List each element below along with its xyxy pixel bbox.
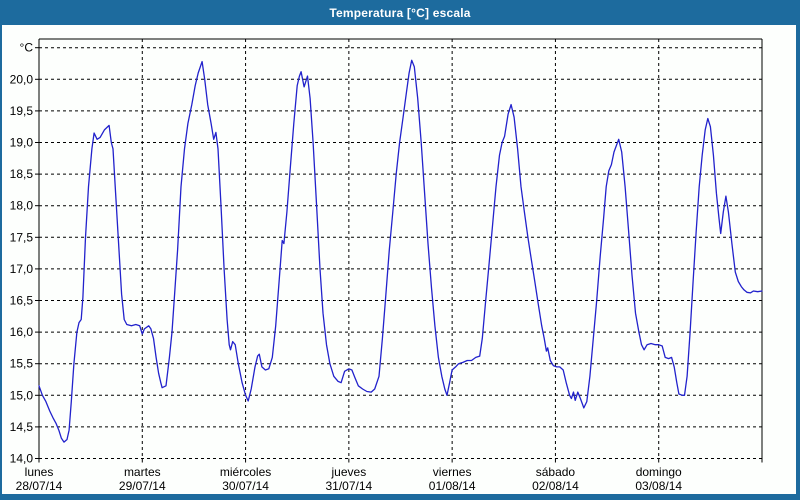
- y-tick-label: 14,0: [10, 452, 34, 466]
- y-tick-label: 19,0: [10, 136, 34, 150]
- y-axis-unit-label: °C: [20, 41, 34, 55]
- window-border-left: [0, 25, 2, 500]
- y-tick-label: 17,5: [10, 230, 34, 244]
- day-name-label: domingo: [636, 465, 682, 479]
- title-bar: Temperatura [°C] escala: [0, 0, 800, 25]
- day-name-label: jueves: [331, 465, 367, 479]
- day-name-label: viernes: [433, 465, 472, 479]
- day-date-label: 29/07/14: [119, 479, 166, 493]
- day-date-label: 28/07/14: [16, 479, 63, 493]
- window-border-right: [796, 25, 800, 500]
- day-name-label: miércoles: [220, 465, 271, 479]
- day-name-label: sábado: [536, 465, 576, 479]
- day-date-label: 30/07/14: [222, 479, 269, 493]
- y-tick-label: 18,5: [10, 167, 34, 181]
- y-tick-label: 20,0: [10, 72, 34, 86]
- day-name-label: martes: [124, 465, 161, 479]
- day-date-label: 02/08/14: [532, 479, 579, 493]
- y-tick-label: 16,0: [10, 325, 34, 339]
- day-date-label: 31/07/14: [325, 479, 372, 493]
- y-tick-label: 17,0: [10, 262, 34, 276]
- y-tick-label: 15,5: [10, 357, 34, 371]
- window-title: Temperatura [°C] escala: [329, 5, 471, 20]
- day-date-label: 03/08/14: [635, 479, 682, 493]
- y-tick-label: 15,0: [10, 388, 34, 402]
- y-tick-label: 19,5: [10, 104, 34, 118]
- y-tick-label: 16,5: [10, 294, 34, 308]
- y-tick-label: 14,5: [10, 420, 34, 434]
- y-tick-label: 18,0: [10, 199, 34, 213]
- day-date-label: 01/08/14: [429, 479, 476, 493]
- temperature-line: [38, 59, 763, 443]
- window-border-bottom: [0, 494, 800, 500]
- day-name-label: lunes: [25, 465, 54, 479]
